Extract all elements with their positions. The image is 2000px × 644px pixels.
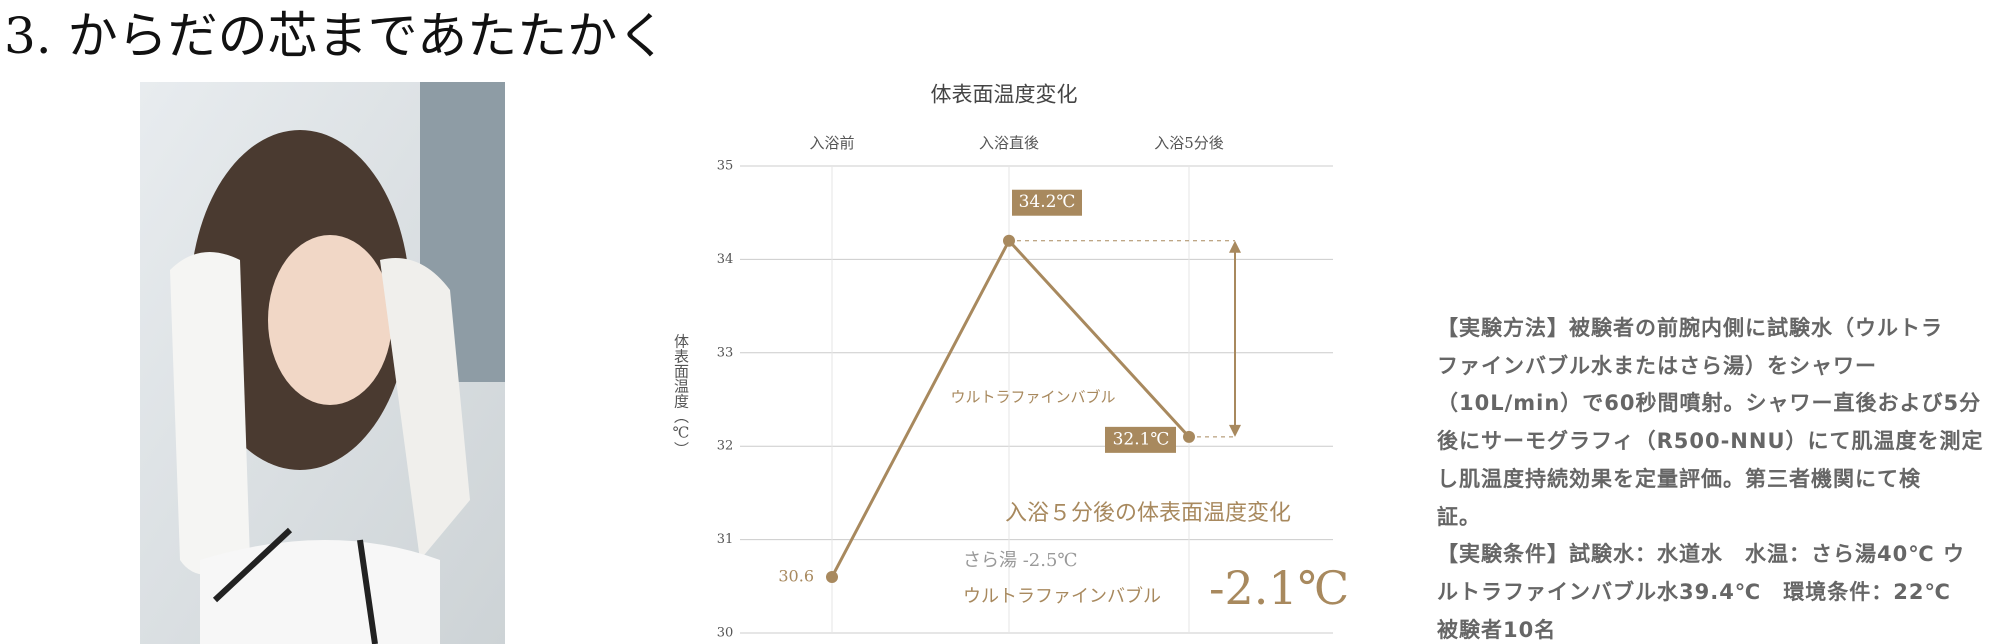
y-tick-label: 34 [717, 252, 734, 267]
description-line: 【実験条件】試験水：水道水 水温：さら湯40℃ ウ [1437, 542, 1965, 567]
point [826, 570, 838, 583]
annotation-value: -2.1℃ [1209, 561, 1349, 615]
description-line: し肌温度持続効果を定量評価。第三者機関にて検 [1437, 466, 1921, 491]
y-tick-label: 30 [717, 626, 734, 641]
value-label: 34.2℃ [1019, 192, 1076, 212]
annotation-title: 入浴５分後の体表面温度変化 [1005, 501, 1291, 526]
y-axis-label: 体表面温度（℃） [672, 334, 690, 457]
x-tick-label: 入浴直後 [979, 134, 1039, 152]
annotation: さら湯 -2.5℃ [963, 550, 1078, 571]
value-label-box [1105, 426, 1176, 453]
description: 【実験方法】被験者の前腕内側に試験水（ウルトラ ファインバブル水またはさら湯）をシ… [1437, 310, 1984, 644]
description-line: 【実験方法】被験者の前腕内側に試験水（ウルトラ [1437, 316, 1943, 340]
y-tick-label: 33 [717, 345, 734, 360]
series-label: ウルトラファインバブル [950, 388, 1115, 406]
value-label: 30.6 [778, 566, 814, 585]
line [830, 238, 1191, 578]
description-line: ルトラファインバブル水39.4℃ 環境条件：22℃ [1437, 579, 1951, 604]
y-tick-label: 31 [717, 532, 734, 547]
value-label: 32.1℃ [1113, 429, 1170, 449]
y-tick-label: 35 [717, 159, 734, 174]
x-tick-label: 入浴5分後 [1154, 134, 1224, 152]
point [1003, 234, 1015, 247]
page-title: 3. からだの芯まであたたかく [4, 7, 668, 65]
description-line: （10L/min）で60秒間噴射。シャワー直後および5分 [1437, 391, 1982, 416]
x-tick-label: 入浴前 [809, 134, 854, 152]
value-label-box [1012, 189, 1082, 216]
photo [140, 82, 505, 644]
description-line: 後にサーモグラフィ（R500-NNU）にて肌温度を測定 [1437, 429, 1984, 454]
annotation: ウルトラファインバブル [963, 585, 1161, 607]
description-line: 証。 [1437, 504, 1481, 529]
description-line: ファインバブル水またはさら湯）をシャワー [1437, 353, 1877, 378]
chart-title: 体表面温度変化 [931, 83, 1078, 107]
y-tick-label: 32 [717, 439, 734, 454]
description-line: 被験者10名 [1437, 617, 1557, 642]
point [1183, 430, 1195, 443]
